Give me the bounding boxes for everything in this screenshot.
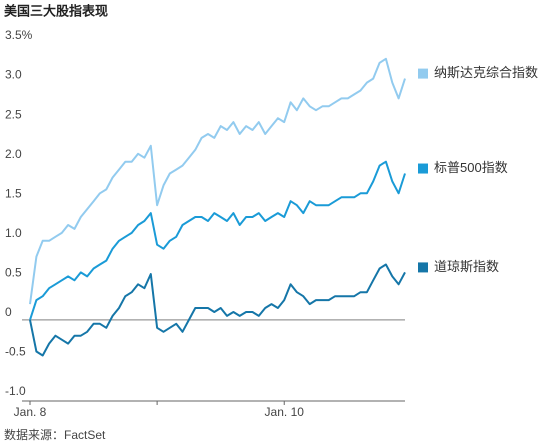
series-line	[29, 263, 406, 357]
legend-swatch	[418, 68, 428, 79]
legend-label: 标普500指数	[434, 160, 508, 175]
chart-title: 美国三大股指表现	[4, 3, 108, 18]
legend-swatch	[418, 163, 428, 174]
legend-swatch	[418, 262, 428, 273]
y-tick-label: 1.0	[5, 226, 22, 240]
x-tick-label: Jan. 10	[265, 405, 305, 419]
y-tick-label: 0.5	[5, 266, 22, 280]
legend-label: 纳斯达克综合指数	[434, 65, 538, 80]
legend-label: 道琼斯指数	[434, 259, 499, 274]
y-tick-label: 3.5%	[5, 28, 33, 42]
series-line	[29, 57, 406, 305]
y-tick-label: 0	[5, 305, 12, 319]
y-tick-label: 2.0	[5, 147, 22, 161]
series-line	[29, 160, 406, 321]
x-tick-label: Jan. 8	[14, 405, 47, 419]
y-tick-label: 1.5	[5, 186, 22, 200]
y-tick-label: -1.0	[5, 384, 26, 398]
y-tick-label: -0.5	[5, 345, 26, 359]
source-note: 数据来源：FactSet	[4, 427, 106, 442]
y-tick-label: 3.0	[5, 68, 22, 82]
y-tick-label: 2.5	[5, 107, 22, 121]
